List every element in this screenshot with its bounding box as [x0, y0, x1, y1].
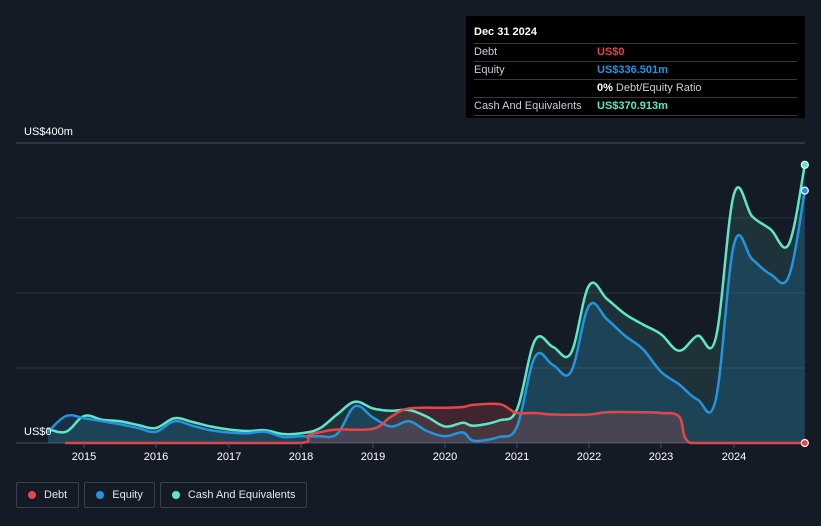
tooltip-equity-value: US$336.501m — [597, 64, 668, 76]
cash-area — [48, 164, 805, 443]
cash-line — [46, 163, 807, 436]
x-tick-label: 2015 — [72, 451, 96, 463]
legend-item-equity[interactable]: Equity — [84, 482, 155, 508]
x-tick-label: 2022 — [577, 451, 601, 463]
tooltip-row-ratio: 0% Debt/Equity Ratio — [474, 80, 797, 98]
tooltip-debt-label: Debt — [474, 46, 498, 58]
equity-area — [48, 190, 805, 443]
debt-line — [64, 402, 807, 445]
legend-label-equity: Equity — [112, 489, 143, 501]
x-tick-label: 2024 — [722, 451, 746, 463]
equity-dot-icon — [96, 491, 105, 499]
x-tick-label: 2021 — [505, 451, 529, 463]
tooltip-row-cash: Cash And Equivalents US$370.913m — [474, 98, 797, 116]
y-axis-bottom-label: US$0 — [24, 426, 52, 438]
tooltip-row-equity: Equity US$336.501m — [474, 62, 797, 80]
x-tick-label: 2016 — [144, 451, 168, 463]
equity-endpoint — [800, 186, 809, 195]
legend-item-cash[interactable]: Cash And Equivalents — [159, 482, 308, 508]
chart-legend: Debt Equity Cash And Equivalents — [16, 482, 308, 508]
x-axis-ticks: 2015 2016 2017 2018 2019 2020 2021 2022 2023 2024 — [72, 443, 746, 463]
tooltip-debt-value: US$0 — [597, 46, 625, 58]
tooltip-ratio-text: Debt/Equity Ratio — [615, 82, 702, 94]
x-tick-label: 2018 — [289, 451, 313, 463]
x-tick-label: 2017 — [217, 451, 241, 463]
legend-label-debt: Debt — [44, 489, 68, 501]
series-lines — [46, 163, 807, 445]
tooltip-ratio-value: 0% — [597, 82, 613, 94]
x-tick-label: 2019 — [361, 451, 385, 463]
data-tooltip: Dec 31 2024 Debt US$0 Equity US$336.501m… — [466, 16, 805, 118]
tooltip-cash-value: US$370.913m — [597, 100, 668, 112]
tooltip-equity-label: Equity — [474, 64, 505, 76]
y-axis-top-label: US$400m — [24, 126, 73, 138]
x-tick-label: 2023 — [649, 451, 673, 463]
legend-label-cash: Cash And Equivalents — [187, 489, 296, 501]
cash-dot-icon — [171, 491, 180, 499]
equity-line — [46, 189, 807, 443]
tooltip-date: Dec 31 2024 — [474, 24, 797, 44]
series-endpoints — [800, 160, 809, 448]
debt-dot-icon — [28, 491, 36, 499]
x-tick-label: 2020 — [433, 451, 457, 463]
tooltip-cash-label: Cash And Equivalents — [474, 100, 582, 112]
cash-endpoint — [800, 160, 809, 169]
tooltip-row-debt: Debt US$0 — [474, 44, 797, 62]
tooltip-ratio-spacer — [474, 80, 597, 97]
debt-endpoint — [800, 438, 809, 448]
legend-item-debt[interactable]: Debt — [16, 482, 80, 508]
